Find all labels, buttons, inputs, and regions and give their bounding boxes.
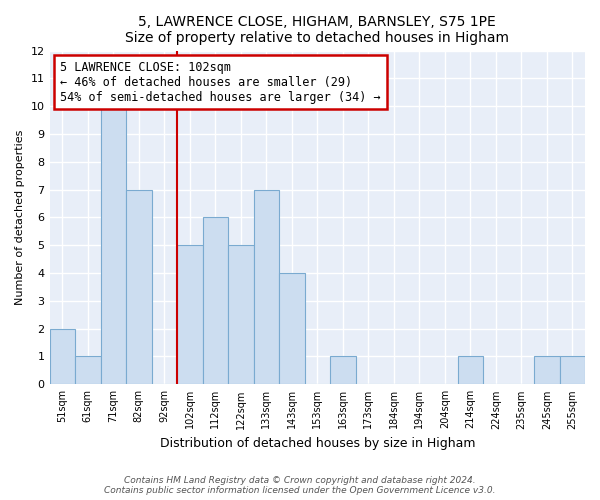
Bar [50,328,75,384]
Bar [254,190,279,384]
Title: 5, LAWRENCE CLOSE, HIGHAM, BARNSLEY, S75 1PE
Size of property relative to detach: 5, LAWRENCE CLOSE, HIGHAM, BARNSLEY, S75… [125,15,509,45]
Bar [560,356,585,384]
Bar [228,245,254,384]
Bar [279,273,305,384]
Bar [458,356,483,384]
Text: Contains HM Land Registry data © Crown copyright and database right 2024.
Contai: Contains HM Land Registry data © Crown c… [104,476,496,495]
Bar [75,356,101,384]
Bar [126,190,152,384]
Bar [177,245,203,384]
Y-axis label: Number of detached properties: Number of detached properties [15,130,25,305]
Bar [330,356,356,384]
X-axis label: Distribution of detached houses by size in Higham: Distribution of detached houses by size … [160,437,475,450]
Bar [203,218,228,384]
Text: 5 LAWRENCE CLOSE: 102sqm
← 46% of detached houses are smaller (29)
54% of semi-d: 5 LAWRENCE CLOSE: 102sqm ← 46% of detach… [60,60,381,104]
Bar [534,356,560,384]
Bar [101,106,126,384]
